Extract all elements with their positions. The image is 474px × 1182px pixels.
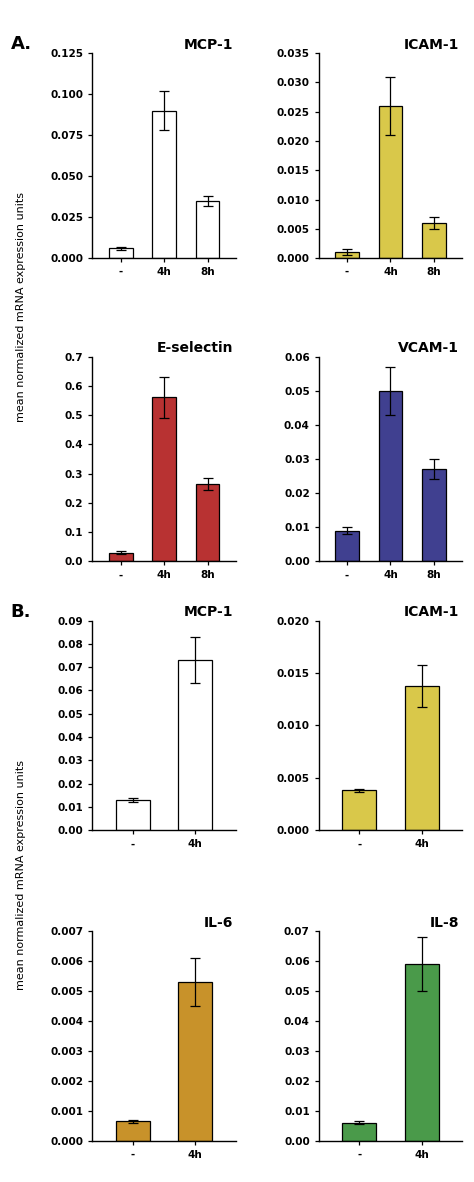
Text: MCP-1: MCP-1 — [183, 605, 233, 619]
Bar — [109, 248, 133, 258]
Bar — [404, 963, 439, 1141]
Text: ICAM-1: ICAM-1 — [404, 605, 459, 619]
Text: B.: B. — [10, 603, 31, 621]
Bar — [196, 201, 219, 258]
Bar — [116, 800, 150, 830]
Text: IL-6: IL-6 — [203, 916, 233, 930]
Text: mean normalized mRNA expression units: mean normalized mRNA expression units — [16, 760, 27, 989]
Bar — [335, 531, 359, 561]
Text: MCP-1: MCP-1 — [183, 38, 233, 52]
Bar — [335, 252, 359, 258]
Bar — [422, 223, 446, 258]
Bar — [379, 106, 402, 258]
Text: A.: A. — [10, 35, 32, 53]
Text: mean normalized mRNA expression units: mean normalized mRNA expression units — [16, 193, 27, 422]
Bar — [342, 791, 376, 830]
Text: IL-8: IL-8 — [430, 916, 459, 930]
Text: ICAM-1: ICAM-1 — [404, 38, 459, 52]
Bar — [178, 982, 212, 1141]
Bar — [109, 553, 133, 561]
Bar — [379, 391, 402, 561]
Bar — [178, 661, 212, 830]
Bar — [422, 469, 446, 561]
Bar — [116, 1122, 150, 1141]
Text: VCAM-1: VCAM-1 — [398, 342, 459, 356]
Bar — [152, 111, 176, 258]
Bar — [196, 483, 219, 561]
Bar — [404, 686, 439, 830]
Bar — [342, 1123, 376, 1141]
Bar — [152, 397, 176, 561]
Text: E-selectin: E-selectin — [156, 342, 233, 356]
